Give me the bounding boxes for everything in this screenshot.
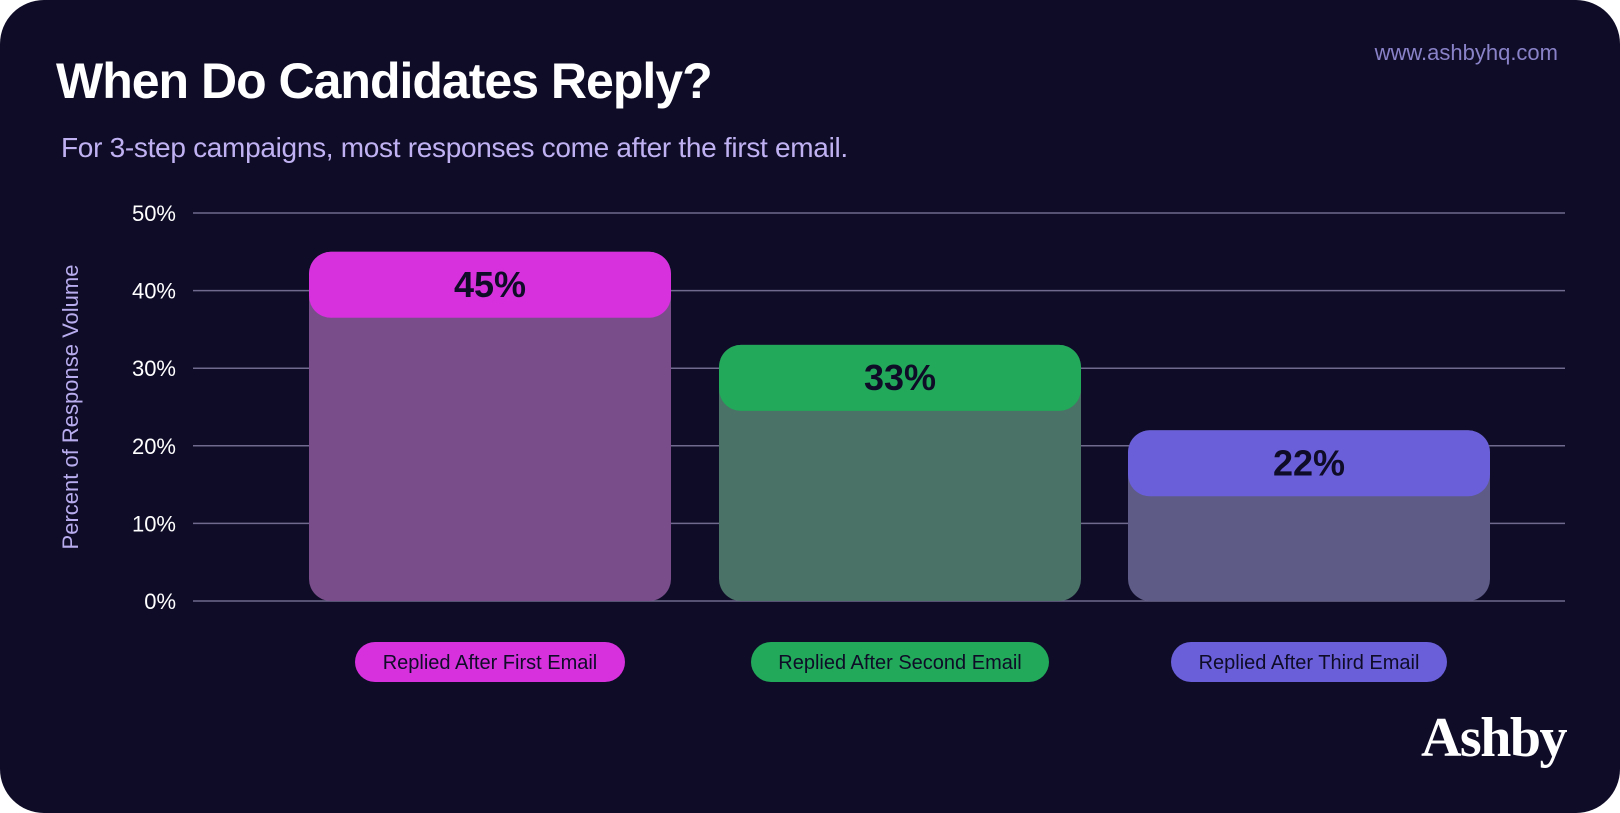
ashby-logo: Ashby bbox=[1420, 707, 1568, 769]
bar-cap bbox=[309, 251, 671, 318]
chart-title: When Do Candidates Reply? bbox=[56, 53, 713, 109]
bar-cap bbox=[1128, 430, 1490, 497]
bar-value-label: 45% bbox=[454, 264, 526, 305]
category-pill bbox=[751, 642, 1049, 682]
bar-value-label: 22% bbox=[1273, 442, 1345, 483]
y-tick-label: 0% bbox=[144, 589, 176, 614]
x-tick-label: Replied After Third Email bbox=[1199, 652, 1420, 674]
chart-subtitle: For 3-step campaigns, most responses com… bbox=[61, 132, 848, 163]
y-tick-label: 40% bbox=[132, 279, 176, 304]
bar-value-label: 33% bbox=[864, 357, 936, 398]
website-url[interactable]: www.ashbyhq.com bbox=[1374, 40, 1558, 65]
y-axis-label: Percent of Response Volume bbox=[58, 265, 83, 550]
category-pill bbox=[355, 642, 625, 682]
y-tick-label: 30% bbox=[132, 356, 176, 381]
y-tick-label: 20% bbox=[132, 434, 176, 459]
y-tick-label: 10% bbox=[132, 511, 176, 536]
bar bbox=[309, 251, 671, 602]
y-tick-label: 50% bbox=[132, 201, 176, 226]
category-pill bbox=[1171, 642, 1447, 682]
bar-cap bbox=[719, 344, 1081, 411]
x-tick-label: Replied After First Email bbox=[383, 652, 598, 674]
x-tick-label: Replied After Second Email bbox=[778, 652, 1021, 674]
